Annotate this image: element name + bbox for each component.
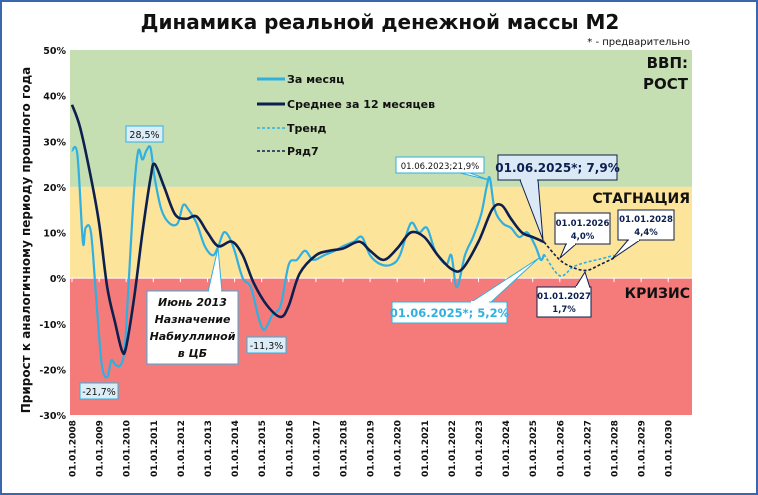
x-tick-label: 01.01.2024 <box>502 420 512 477</box>
series-line-average-12m <box>70 104 545 356</box>
x-tick-label: 01.01.2016 <box>285 420 295 477</box>
annotation-avg-2025: 01.06.2025*; 7,9% <box>495 154 620 241</box>
y-tick-label: 10% <box>43 229 66 240</box>
legend-label-series7: Ряд7 <box>287 145 319 158</box>
annotation-peak-2023: 01.06.2023;21,9% <box>395 156 490 181</box>
svg-text:4,0%: 4,0% <box>571 232 595 242</box>
x-tick-label: 01.01.2010 <box>123 420 133 477</box>
preliminary-note: * - предварительно <box>587 37 690 48</box>
x-tick-label: 01.01.2018 <box>340 420 350 477</box>
svg-text:Набиуллиной: Набиуллиной <box>150 330 236 343</box>
x-tick-label: 01.01.2008 <box>69 420 79 477</box>
annotation-peak-2011: 28,5% <box>125 125 164 143</box>
x-tick-label: 01.01.2012 <box>177 420 187 477</box>
x-tick-label: 01.01.2028 <box>611 420 621 477</box>
x-tick-label: 01.01.2013 <box>204 420 214 477</box>
x-tick-label: 01.01.2023 <box>475 420 485 477</box>
svg-text:Назначение: Назначение <box>155 313 231 326</box>
zone-label-growth-2: РОСТ <box>643 75 689 93</box>
series-line-trend <box>543 253 615 277</box>
legend-label-average: Среднее за 12 месяцев <box>287 98 435 111</box>
legend-label-trend: Тренд <box>287 122 326 135</box>
x-tick-label: 01.01.2030 <box>665 420 675 477</box>
annotation-forecast-2028: 01.01.2028 4,4% <box>611 209 675 260</box>
x-tick-label: 01.01.2020 <box>394 420 404 477</box>
y-tick-label: 0% <box>50 274 67 285</box>
x-tick-label: 01.01.2015 <box>258 420 268 477</box>
x-tick-label: 01.01.2019 <box>367 420 377 477</box>
legend: За месяц Среднее за 12 месяцев Тренд Ряд… <box>257 73 435 158</box>
svg-text:4,4%: 4,4% <box>634 228 658 238</box>
y-tick-label: -30% <box>39 411 66 422</box>
x-tick-label: 01.01.2009 <box>96 420 106 477</box>
series-line-series7 <box>543 241 615 272</box>
svg-text:01.01.2026: 01.01.2026 <box>556 219 610 229</box>
annotation-low-2015: -11,3% <box>246 336 287 354</box>
zone-label-crisis: КРИЗИС <box>625 286 690 302</box>
svg-text:01.01.2028: 01.01.2028 <box>619 215 673 225</box>
zone-label-growth-1: ВВП: <box>647 54 688 72</box>
annotation-nabiullina: Июнь 2013 Назначение Набиуллиной в ЦБ <box>146 247 239 365</box>
x-tick-label: 01.01.2022 <box>448 420 458 477</box>
svg-text:-21,7%: -21,7% <box>82 387 116 398</box>
x-tick-label: 01.01.2025 <box>529 420 539 477</box>
series-line-monthly <box>70 145 546 379</box>
annotation-month-2025: 01.06.2025*; 5,2% <box>390 257 540 324</box>
chart-title: Динамика реальной денежной массы М2 <box>141 10 620 34</box>
svg-text:01.06.2025*; 7,9%: 01.06.2025*; 7,9% <box>495 161 619 175</box>
svg-text:Июнь 2013: Июнь 2013 <box>158 296 227 309</box>
legend-label-monthly: За месяц <box>287 73 344 86</box>
svg-text:1,7%: 1,7% <box>552 305 576 315</box>
y-tick-label: -20% <box>39 365 66 376</box>
x-tick-label: 01.01.2026 <box>556 420 566 477</box>
x-tick-label: 01.01.2021 <box>421 420 431 477</box>
x-tick-label: 01.01.2029 <box>638 420 648 477</box>
annotation-forecast-2027: 01.01.2027 1,7% <box>536 270 592 318</box>
svg-text:28,5%: 28,5% <box>129 130 159 141</box>
zone-label-stagnation: СТАГНАЦИЯ <box>592 191 690 207</box>
annotation-forecast-2026: 01.01.2026 4,0% <box>554 212 611 259</box>
y-tick-label: 30% <box>43 137 66 148</box>
y-tick-label: -10% <box>39 320 66 331</box>
annotation-low-2009: -21,7% <box>79 382 119 400</box>
x-tick-label: 01.01.2014 <box>231 420 241 477</box>
svg-text:01.06.2025*; 5,2%: 01.06.2025*; 5,2% <box>390 306 510 320</box>
svg-text:-11,3%: -11,3% <box>250 341 284 352</box>
y-tick-label: 50% <box>43 46 66 57</box>
y-tick-label: 20% <box>43 183 66 194</box>
x-tick-label: 01.01.2017 <box>312 420 322 477</box>
y-tick-label: 40% <box>43 92 66 103</box>
svg-text:в ЦБ: в ЦБ <box>178 347 207 360</box>
x-tick-label: 01.01.2011 <box>150 420 160 477</box>
y-axis-label: Прирост к аналогичному периоду прошлого … <box>19 67 33 413</box>
svg-text:01.06.2023;21,9%: 01.06.2023;21,9% <box>401 162 480 172</box>
svg-text:01.01.2027: 01.01.2027 <box>537 292 591 302</box>
x-tick-label: 01.01.2027 <box>583 420 593 477</box>
